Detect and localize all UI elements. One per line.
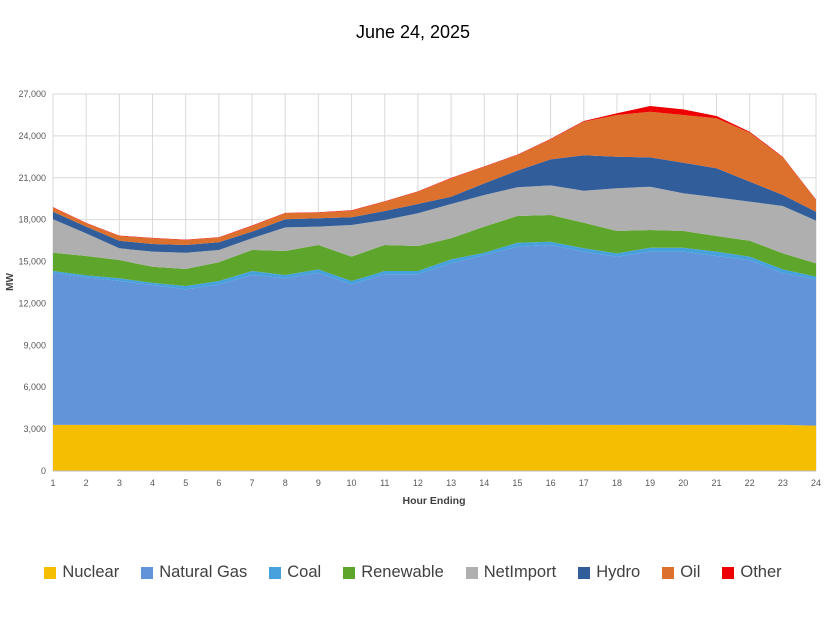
area-renewable <box>53 215 816 286</box>
area-hydro <box>53 155 816 253</box>
legend-label: Nuclear <box>62 563 120 581</box>
legend-label: Coal <box>287 563 322 581</box>
x-tick-label: 7 <box>250 478 255 488</box>
legend-item-other: Other <box>722 563 782 582</box>
area-oil <box>53 111 816 245</box>
legend-label: Oil <box>680 563 701 581</box>
y-tick-label: 6,000 <box>23 382 46 392</box>
x-tick-label: 4 <box>150 478 155 488</box>
area-coal <box>53 241 816 290</box>
legend-swatch <box>578 566 591 579</box>
y-tick-label: 15,000 <box>18 257 46 267</box>
x-tick-label: 19 <box>645 478 655 488</box>
legend-swatch <box>44 566 57 579</box>
series-areas <box>53 106 816 471</box>
y-tick-label: 12,000 <box>18 298 46 308</box>
stacked-area-chart: 0 3,000 6,000 9,000 12,000 15,000 18,000 21,000… <box>5 89 821 507</box>
y-tick-label: 0 <box>41 466 46 476</box>
x-tick-label: 13 <box>446 478 456 488</box>
x-tick-label: 1 <box>50 478 55 488</box>
x-tick-label: 3 <box>117 478 122 488</box>
y-tick-label: 18,000 <box>18 215 46 225</box>
legend-swatch <box>662 566 675 579</box>
x-tick-label: 18 <box>612 478 622 488</box>
legend-label: NetImport <box>483 563 557 581</box>
legend-item-netimport: NetImport <box>465 563 557 582</box>
x-tick-label: 14 <box>479 478 489 488</box>
legend-swatch <box>343 566 356 579</box>
x-tick-label: 11 <box>380 478 389 488</box>
y-axis-label: MW <box>5 273 16 291</box>
legend-item-coal: Coal <box>269 563 321 582</box>
legend-swatch <box>722 566 735 579</box>
x-tick-label: 20 <box>678 478 688 488</box>
legend-item-natural-gas: Natural Gas <box>141 563 247 582</box>
y-tick-label: 24,000 <box>18 131 46 141</box>
x-tick-label: 9 <box>316 478 321 488</box>
x-tick-label: 17 <box>579 478 589 488</box>
y-tick-label: 3,000 <box>23 424 46 434</box>
x-tick-label: 15 <box>512 478 522 488</box>
x-tick-label: 2 <box>84 478 89 488</box>
legend-swatch <box>141 566 154 579</box>
legend-label: Renewable <box>361 563 444 581</box>
x-tick-label: 24 <box>811 478 821 488</box>
x-tick-label: 22 <box>745 478 755 488</box>
chart-title: June 24, 2025 <box>355 22 471 42</box>
y-tick-labels: 0 3,000 6,000 9,000 12,000 15,000 18,000 21,000… <box>18 89 46 476</box>
y-tick-label: 21,000 <box>18 173 46 183</box>
x-tick-label: 5 <box>183 478 188 488</box>
x-tick-label: 6 <box>216 478 221 488</box>
area-natural-gas <box>53 244 816 426</box>
x-tick-label: 12 <box>413 478 423 488</box>
legend-item-hydro: Hydro <box>578 563 640 582</box>
x-tick-labels: 1 2 3 4 5 6 7 8 9 10 11 12 13 14 15 16 17 18 19 20 21 22 23 24 <box>50 478 821 488</box>
area-nuclear <box>53 424 816 471</box>
legend: Nuclear Natural Gas Coal Renewable NetImport… <box>0 563 826 582</box>
legend-item-renewable: Renewable <box>343 563 444 582</box>
y-tick-label: 9,000 <box>23 340 46 350</box>
legend-label: Natural Gas <box>159 563 248 581</box>
legend-label: Other <box>740 563 782 581</box>
legend-item-nuclear: Nuclear <box>44 563 119 582</box>
area-netimport <box>53 185 816 269</box>
legend-swatch <box>269 566 282 579</box>
x-tick-label: 23 <box>778 478 788 488</box>
x-tick-label: 8 <box>283 478 288 488</box>
x-tick-label: 10 <box>347 478 357 488</box>
legend-label: Hydro <box>596 563 641 581</box>
x-tick-label: 21 <box>711 478 721 488</box>
legend-swatch <box>465 566 478 579</box>
y-tick-label: 27,000 <box>18 89 46 99</box>
legend-item-oil: Oil <box>662 563 700 582</box>
x-tick-label: 16 <box>546 478 556 488</box>
x-axis-label: Hour Ending <box>403 495 466 507</box>
